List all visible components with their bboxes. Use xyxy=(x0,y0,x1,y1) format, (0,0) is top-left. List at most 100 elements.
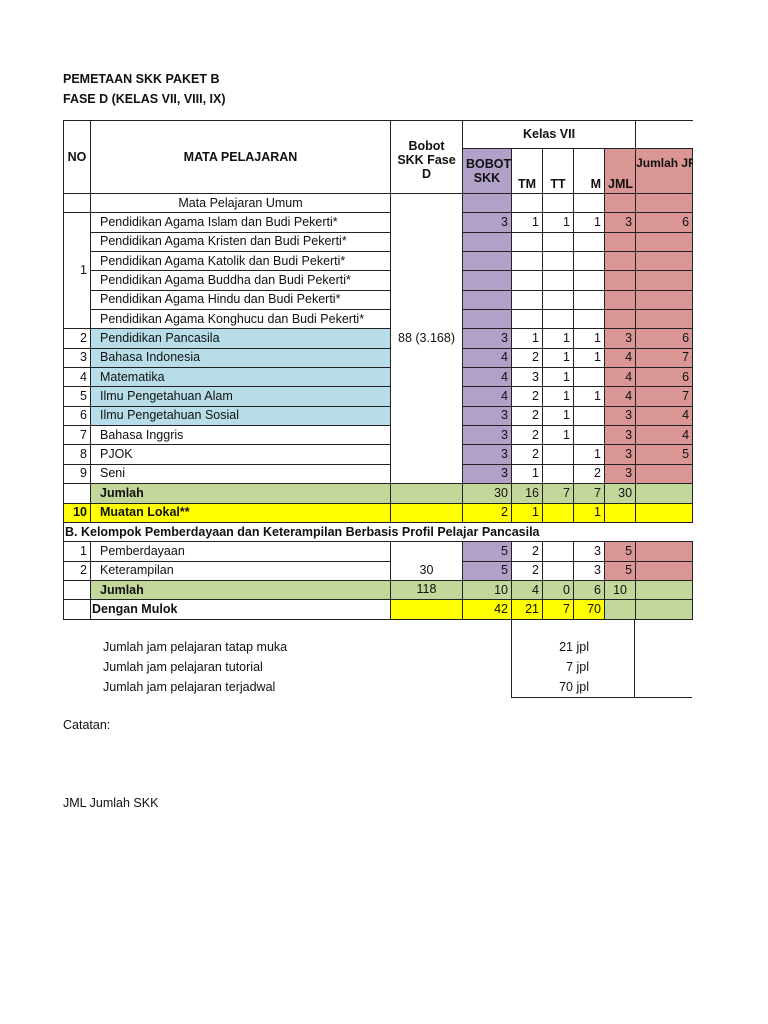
cell-m: 7 xyxy=(573,483,605,504)
cell-no: 2 xyxy=(63,560,91,581)
cell-tm: 1 xyxy=(511,502,543,523)
summary-label: Jumlah jam pelajaran tatap muka xyxy=(103,640,288,654)
cell-tt xyxy=(542,270,574,291)
summary-value: 7 jpl xyxy=(566,660,589,674)
header-bobot-fase: Bobot SKK Fase D xyxy=(390,120,463,194)
cell-tt: 1 xyxy=(542,212,574,233)
bobot-total: 118 xyxy=(390,579,463,601)
table-row: Mata Pelajaran Umum 88 (3.168) xyxy=(63,192,694,485)
cell-subject: Pemberdayaan xyxy=(90,541,391,562)
cell-m xyxy=(573,425,605,446)
header-tm: TM xyxy=(511,148,543,194)
cell-bobot-skk: 3 xyxy=(462,212,512,233)
muatan-lokal-row: 10 Muatan Lokal** 2 1 1 xyxy=(63,502,694,523)
cell-tt xyxy=(542,231,574,253)
cell-tm: 2 xyxy=(511,541,543,562)
cell-bobot-fase xyxy=(390,502,463,523)
dengan-mulok-label: Dengan Mulok xyxy=(90,599,391,620)
cell-jml: 3 xyxy=(603,405,637,427)
cell-tm xyxy=(511,309,543,330)
cell-jumlah-jp xyxy=(635,309,694,330)
cell-subject: Pendidikan Agama Hindu dan Budi Pekerti* xyxy=(90,289,391,311)
header-m: M xyxy=(573,148,605,194)
table-row: 6 Ilmu Pengetahuan Sosial 3 2 1 3 4 xyxy=(63,405,694,427)
cell-no xyxy=(63,483,91,504)
cell-m: 1 xyxy=(573,386,605,407)
cell-bobot-skk: 3 xyxy=(462,444,512,465)
cell-no: 5 xyxy=(63,386,91,407)
cell-jumlah-jp xyxy=(635,251,694,272)
cell-no xyxy=(63,599,91,620)
cell-bobot-skk: 4 xyxy=(462,347,512,369)
cell-jml: 5 xyxy=(603,541,637,562)
cell-bobot-fase xyxy=(390,483,463,504)
header-tt: TT xyxy=(542,148,574,194)
cell-bobot-skk: 5 xyxy=(462,541,512,562)
cell-jumlah-jp xyxy=(635,270,694,291)
cell-tm: 16 xyxy=(511,483,543,504)
jumlah-b-row: Jumlah 118 10 4 0 6 10 xyxy=(63,579,694,601)
bobot-fase-b-value: 30 xyxy=(390,561,463,581)
cell-m xyxy=(573,405,605,427)
cell-subject: Pendidikan Agama Kristen dan Budi Pekert… xyxy=(90,231,391,253)
summary-value: 21 jpl xyxy=(559,640,589,654)
cell-no: 10 xyxy=(63,502,91,523)
cell-m: 2 xyxy=(573,463,605,485)
cell-m: 1 xyxy=(573,212,605,233)
table-row: 1 Pemberdayaan 5 2 3 5 xyxy=(63,541,694,562)
cell-bobot-skk xyxy=(462,192,512,214)
table-row: 7 Bahasa Inggris 3 2 1 3 4 xyxy=(63,425,694,446)
cell-tm: 3 xyxy=(511,367,543,388)
table-row: Pendidikan Agama Buddha dan Budi Pekerti… xyxy=(64,270,694,291)
table-row: Pendidikan Agama Hindu dan Budi Pekerti* xyxy=(64,289,694,311)
cell-bobot-skk: 3 xyxy=(462,463,512,485)
table-row: 3 Bahasa Indonesia 4 2 1 1 4 7 xyxy=(63,347,694,369)
cell-bobot-fase xyxy=(390,599,463,620)
dengan-mulok-row: Dengan Mulok 42 21 7 70 xyxy=(63,599,694,620)
cell-tt: 7 xyxy=(542,483,574,504)
cell-tm: 2 xyxy=(511,560,543,581)
cell-tt xyxy=(542,309,574,330)
cell-jumlah-jp xyxy=(635,599,694,620)
cell-bobot-skk: 2 xyxy=(462,502,512,523)
table-row: 1 Pendidikan Agama Islam dan Budi Pekerti… xyxy=(63,212,694,330)
cell-bobot-skk: 3 xyxy=(462,405,512,427)
cell-no: 9 xyxy=(63,463,91,485)
cell-jumlah-jp xyxy=(635,231,694,253)
cell-subject: Seni xyxy=(90,463,391,485)
summary-box-divider xyxy=(634,619,635,698)
cell-tt: 0 xyxy=(542,579,574,601)
cell-subject: Bahasa Inggris xyxy=(90,425,391,446)
summary-box-bottom-border xyxy=(511,697,692,698)
summary-label: Jumlah jam pelajaran terjadwal xyxy=(103,680,276,694)
cell-bobot-skk: 10 xyxy=(462,579,512,601)
cell-bobot-skk: 5 xyxy=(462,560,512,581)
cell-m: 70 xyxy=(573,599,605,620)
section-a-heading: Mata Pelajaran Umum xyxy=(90,192,391,214)
jumlah-label: Jumlah xyxy=(90,579,391,601)
cell-jml: 4 xyxy=(603,347,637,369)
cell-no: 4 xyxy=(63,367,91,388)
cell-bobot-skk xyxy=(462,309,512,330)
cell-jml xyxy=(603,231,637,253)
cell-tm: 2 xyxy=(511,386,543,407)
cell-jml: 3 xyxy=(603,328,637,349)
summary-value: 70 jpl xyxy=(559,680,589,694)
cell-tm xyxy=(511,192,543,214)
cell-jumlah-jp xyxy=(635,502,694,523)
cell-tt xyxy=(542,444,574,465)
header-bobot-skk: BOBOT SKK xyxy=(462,148,512,194)
section-b-heading: B. Kelompok Pemberdayaan dan Keterampila… xyxy=(62,521,693,543)
cell-tt xyxy=(542,289,574,311)
cell-no-agama: 1 xyxy=(63,212,91,330)
cell-tm: 2 xyxy=(511,444,543,465)
cell-jumlah-jp xyxy=(635,289,694,311)
cell-no: 7 xyxy=(63,425,91,446)
cell-bobot-skk: 4 xyxy=(462,386,512,407)
cell-no: 2 xyxy=(63,328,91,349)
cell-bobot-fase xyxy=(390,541,463,562)
cell-jml xyxy=(603,192,637,214)
cell-m: 1 xyxy=(573,347,605,369)
skk-table: NO MATA PELAJARAN Bobot SKK Fase D Kelas… xyxy=(62,120,694,620)
cell-jumlah-jp xyxy=(635,483,694,504)
